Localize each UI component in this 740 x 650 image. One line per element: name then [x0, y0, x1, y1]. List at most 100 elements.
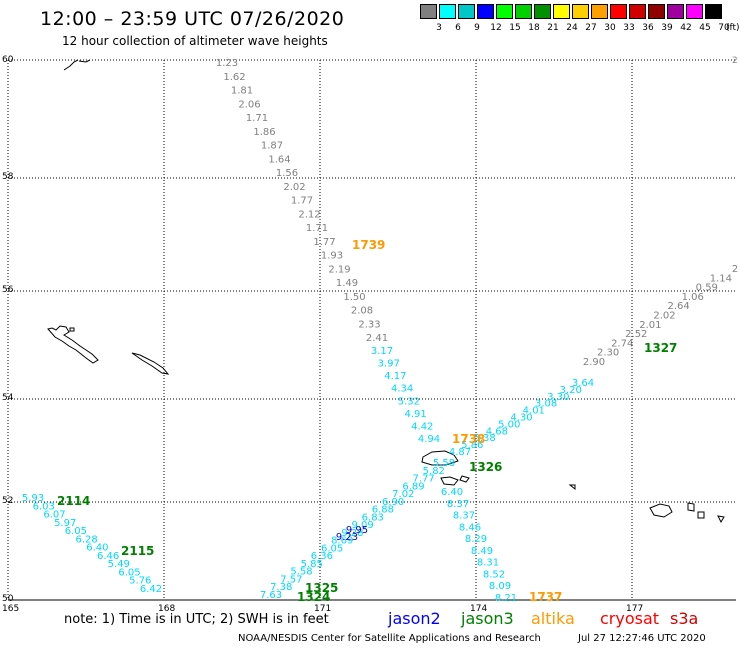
swh-label-cyan-west: 6.28 — [75, 534, 97, 545]
pass-time-1324: 1324 — [297, 590, 330, 604]
footer-note: note: 1) Time is in UTC; 2) SWH is in fe… — [64, 612, 329, 627]
legend-swatch-12 — [477, 4, 494, 19]
swh-label-gray-ne: 2.90 — [583, 357, 605, 368]
swh-label-gray-north: 2.19 — [328, 264, 350, 275]
swh-label-gray-north: 2.33 — [358, 319, 380, 330]
swh-label-cyan-west: 6.46 — [97, 551, 119, 562]
swh-label-blue-sw: 9.95 — [346, 525, 368, 536]
legend-label-42: 42 — [680, 23, 692, 33]
legend-label-6: 6 — [455, 23, 461, 33]
legend-swatch-15 — [496, 4, 513, 19]
swh-label-cyan-west: 5.93 — [22, 493, 44, 504]
swh-label-cyan-ne: 3.64 — [572, 378, 594, 389]
swh-label-cyan-south: 8.49 — [471, 546, 493, 557]
legend-swatch-21 — [534, 4, 551, 19]
island-aleutian-east-c — [697, 511, 705, 519]
pass-time-1326: 1326 — [469, 460, 502, 474]
swh-label-gray-north: 2.06 — [238, 99, 260, 110]
swh-label-blue-sw: 9.23 — [336, 532, 358, 543]
swh-label-gray-north: 1.62 — [223, 72, 245, 83]
legend-swatch-33 — [610, 4, 627, 19]
swh-label-cyan-ne: 5.00 — [498, 419, 520, 430]
swh-label-gray-ne: 1.06 — [682, 292, 704, 303]
swh-label-cyan-north: 4.94 — [418, 434, 440, 445]
swh-label-cyan-ne: 4.87 — [449, 447, 471, 458]
swh-label-gray-ne: 2 — [732, 264, 738, 275]
island-aleutian-b — [459, 475, 470, 483]
pass-time-2115: 2115 — [121, 544, 154, 558]
legend-label-24: 24 — [566, 23, 578, 33]
island-aleutian-east-e — [568, 484, 576, 491]
swh-label-cyan-north: 4.34 — [391, 384, 413, 395]
lon-tick-168: 168 — [158, 604, 175, 614]
legend-sat-jason2: jason2 — [388, 609, 441, 628]
swh-label-cyan-ne: 5.38 — [473, 433, 495, 444]
legend-label-9: 9 — [474, 23, 480, 33]
map-title: 12:00 – 23:59 UTC 07/26/2020 — [40, 8, 345, 30]
swh-label-gray-ne: 2.02 — [653, 311, 675, 322]
swh-label-gray-ne: 2.52 — [625, 329, 647, 340]
island-small-west — [69, 327, 75, 332]
swh-label-gray-north: 1.93 — [321, 251, 343, 262]
legend-label-30: 30 — [604, 23, 616, 33]
legend-label-70: 70 — [718, 23, 730, 33]
swh-label-cyan-north: 5.32 — [398, 396, 420, 407]
swh-label-cyan-south: 8.29 — [465, 534, 487, 545]
legend-label-39: 39 — [661, 23, 673, 33]
lat-tick-50: 50 — [2, 594, 14, 604]
pass-time-1739: 1739 — [352, 238, 385, 252]
swh-label-cyan-west: 6.07 — [43, 510, 65, 521]
legend-sat-s3a: s3a — [670, 609, 699, 628]
swh-label-cyan-north: 3.17 — [371, 346, 393, 357]
swh-label-cyan-west: 6.03 — [33, 501, 55, 512]
swh-label-gray-north: 1.50 — [343, 292, 365, 303]
swh-label-cyan-south: 8.46 — [459, 522, 481, 533]
lat-lon-grid: 165 168 171 174 177 60 58 56 54 52 50 — [2, 55, 736, 614]
track-labels: 1.23 1.62 1.81 2.06 1.71 1.86 1.87 1.64 1.56 2.02… — [22, 58, 738, 604]
island-aleutian-central — [421, 450, 459, 466]
legend-swatch-36 — [629, 4, 646, 19]
swh-label-cyan-west: 5.97 — [54, 518, 76, 529]
swh-label-gray-north: 1.87 — [261, 141, 283, 152]
swh-label-cyan-ne: 4.68 — [486, 426, 508, 437]
swh-label-gray-north: 2.02 — [283, 182, 305, 193]
swh-label-gray-ne: 2.74 — [611, 338, 633, 349]
swh-label-gray-ne: 2.01 — [639, 320, 661, 331]
legend-swatch-3 — [420, 4, 437, 19]
legend-swatch-6 — [439, 4, 456, 19]
lat-tick-52: 52 — [2, 496, 13, 506]
island-aleutian-east-d — [717, 515, 725, 524]
swh-label-cyan-west: 6.05 — [118, 568, 140, 579]
legend-unit: (ft) — [726, 23, 740, 33]
legend-swatch-42 — [667, 4, 684, 19]
pass-time-1738: 1738 — [452, 432, 485, 446]
swh-label-cyan-sw: 5.82 — [423, 466, 445, 477]
coastlines — [47, 59, 725, 524]
legend-label-3: 3 — [436, 23, 442, 33]
swh-label-gray-ne: 2.30 — [597, 348, 619, 359]
island-shumagin — [47, 325, 99, 364]
swh-label-gray-north: 2.12 — [298, 209, 320, 220]
swh-label-cyan-sw: 7.57 — [280, 575, 302, 586]
swh-label-cyan-south: 8.37 — [447, 499, 469, 510]
legend-label-27: 27 — [585, 23, 597, 33]
swh-label-cyan-north: 4.17 — [384, 371, 406, 382]
map-subtitle: 12 hour collection of altimeter wave hei… — [62, 34, 328, 48]
legend-label-36: 36 — [642, 23, 654, 33]
legend-swatch-30 — [591, 4, 608, 19]
swh-label-gray-ne: 0.59 — [696, 283, 718, 294]
swh-label-cyan-ne: 4.30 — [510, 413, 532, 424]
legend-sat-altika: altika — [531, 609, 575, 628]
swh-label-cyan-sw: 6.88 — [372, 505, 394, 516]
pass-time-1325: 1325 — [305, 581, 338, 595]
lat-tick-60: 60 — [2, 55, 14, 65]
swh-label-cyan-sw: 9.28 — [341, 528, 363, 539]
swh-label-cyan-south: 8.21 — [495, 593, 517, 604]
swh-label-gray-north: 1.49 — [336, 278, 358, 289]
swh-label-cyan-ne: 4.01 — [523, 406, 545, 417]
lat-tick-54: 54 — [2, 393, 14, 403]
swh-label-cyan-sw: 9.09 — [351, 520, 373, 531]
legend-swatch-70 — [705, 4, 722, 19]
